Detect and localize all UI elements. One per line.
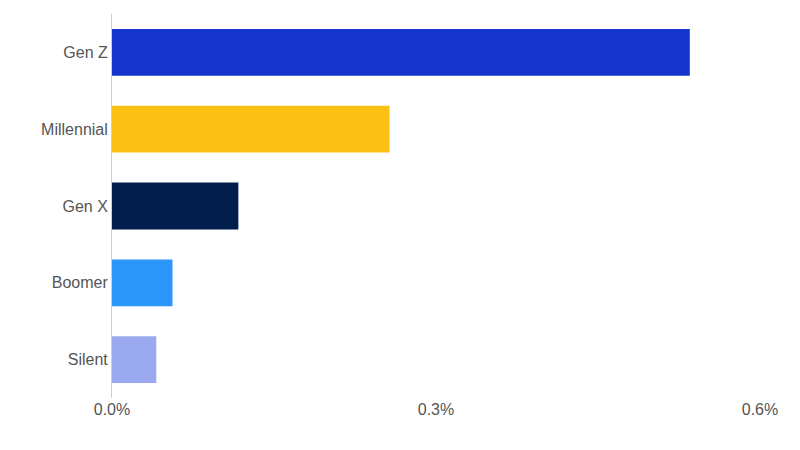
svg-text:Gen X: Gen X bbox=[62, 198, 108, 215]
svg-text:Gen Z: Gen Z bbox=[63, 44, 108, 61]
svg-text:Boomer: Boomer bbox=[52, 274, 109, 291]
svg-text:0.6%: 0.6% bbox=[742, 401, 778, 418]
svg-text:Silent: Silent bbox=[68, 351, 109, 368]
svg-text:0.3%: 0.3% bbox=[418, 401, 454, 418]
svg-text:Millennial: Millennial bbox=[41, 121, 108, 138]
svg-text:0.0%: 0.0% bbox=[94, 401, 130, 418]
